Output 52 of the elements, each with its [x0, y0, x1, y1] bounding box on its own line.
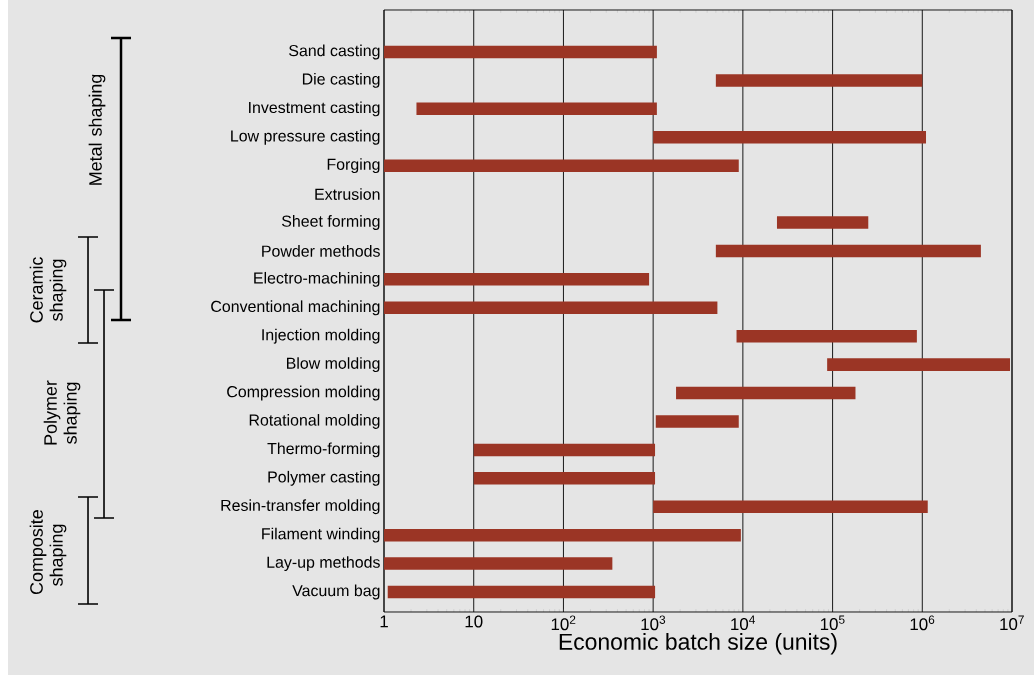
- text: Metal shaping: [88, 74, 106, 185]
- x-tick-label: 10$^{7}$: [1000, 615, 1024, 631]
- y-tick-label: Extrusion: [315, 188, 380, 200]
- bar: [676, 386, 856, 400]
- bar: [715, 74, 923, 87]
- y-tick-label: Polymer casting: [268, 470, 380, 486]
- text: Polymer shaping: [43, 380, 81, 445]
- y-tick-label: Resin-transfer molding: [221, 499, 380, 515]
- bar: [473, 472, 656, 485]
- y-tick-label: Forging: [327, 158, 380, 174]
- y-tick-label: Investment casting: [249, 101, 380, 117]
- bar: [655, 415, 739, 428]
- x-tick-label: 10$^{5}$: [820, 615, 845, 631]
- bar: [416, 102, 657, 116]
- y-tick-label: Vacuum bag: [292, 584, 380, 600]
- bar: [653, 131, 927, 144]
- x-tick-label: 10$^{2}$: [551, 615, 576, 631]
- x-tick-label: 1: [380, 615, 388, 628]
- bar: [384, 557, 613, 570]
- y-tick-label: Filament winding: [262, 527, 380, 543]
- bar: [384, 159, 739, 172]
- bar: [776, 216, 869, 229]
- bar: [736, 329, 917, 343]
- y-tick-label: Electro-machining: [254, 271, 380, 287]
- bar: [653, 500, 928, 513]
- y-tick-label: Conventional machining: [211, 300, 380, 316]
- x-tick-label: 10: [465, 615, 483, 628]
- bar: [473, 443, 656, 457]
- bar: [384, 273, 650, 286]
- bar: [827, 358, 1011, 371]
- text: Composite shaping: [29, 510, 67, 595]
- y-tick-label: Sand casting: [289, 44, 380, 60]
- y-tick-label: Injection molding: [262, 328, 380, 344]
- text: Ceramic shaping: [29, 257, 67, 323]
- x-tick-label: 10$^{4}$: [731, 615, 755, 631]
- bar: [384, 528, 741, 542]
- bar: [715, 244, 981, 258]
- x-tick-label: 10$^{3}$: [641, 615, 666, 631]
- x-axis-title: Economic batch size (units): [559, 633, 837, 655]
- y-tick-label: Sheet forming: [281, 215, 380, 230]
- x-tick-label: 10$^{6}$: [910, 615, 935, 631]
- y-tick-label: Rotational molding: [249, 414, 380, 429]
- y-tick-label: Lay-up methods: [267, 556, 380, 571]
- bar: [384, 45, 657, 59]
- y-tick-label: Compression molding: [227, 385, 380, 401]
- y-tick-label: Blow molding: [287, 357, 380, 373]
- y-tick-label: Thermo-forming: [267, 442, 380, 458]
- y-tick-label: Low pressure casting: [231, 129, 380, 145]
- bar: [387, 585, 656, 599]
- y-tick-label: Powder methods: [262, 245, 380, 257]
- y-tick-label: Die casting: [302, 72, 380, 88]
- bar: [384, 301, 718, 315]
